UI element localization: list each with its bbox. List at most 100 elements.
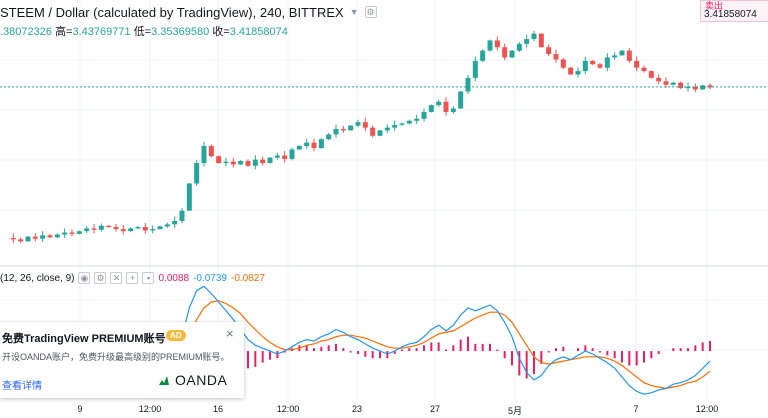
histogram-bar (628, 351, 631, 366)
ad-details-link[interactable]: 查看详情 (2, 381, 42, 392)
histogram-bar (657, 351, 660, 354)
time-axis-label: 12:00 (138, 404, 162, 414)
more-icon[interactable]: ▪ (142, 272, 155, 284)
candle-body (311, 142, 317, 149)
candle-body (487, 40, 493, 51)
histogram-bar (393, 351, 396, 354)
candle-body (678, 82, 684, 89)
candle-body (157, 226, 163, 230)
candle-body (568, 67, 574, 75)
time-axis-label: 5月 (507, 406, 523, 416)
candle-body (597, 64, 603, 68)
histogram-bar (283, 351, 286, 353)
candle-body (700, 85, 706, 90)
oanda-logo[interactable]: OANDA (157, 372, 227, 388)
histogram-bar (503, 351, 506, 359)
candle-body (106, 225, 112, 228)
candle-body (208, 146, 214, 157)
candle-body (18, 239, 24, 242)
histogram-value: 0.0088 (158, 272, 190, 284)
close-label: 收= (212, 26, 230, 38)
candle-body (98, 225, 104, 230)
ohlc-legend: .38072326 高=3.43769771 低=3.35369580 收=3.… (0, 23, 288, 39)
candle-body (428, 105, 434, 112)
candle-body (355, 122, 361, 126)
chevron-down-icon[interactable]: ▼ (349, 7, 359, 17)
candle-body (612, 55, 618, 58)
chart-legend-title[interactable]: STEEM / Dollar (calculated by TradingVie… (0, 4, 377, 20)
histogram-bar (415, 348, 418, 352)
candle-body (252, 159, 258, 166)
settings-icon[interactable]: ⚙ (364, 6, 377, 18)
candle-body (685, 86, 691, 89)
histogram-bar (371, 351, 374, 359)
candle-body (450, 108, 456, 112)
candle-body (656, 77, 662, 82)
candle-body (670, 82, 676, 85)
candle-body (553, 54, 559, 60)
candle-body (47, 235, 53, 238)
histogram-bar (276, 351, 279, 359)
candle-body (399, 123, 405, 125)
candle-body (274, 155, 280, 158)
histogram-bar (489, 343, 491, 352)
candle-body (333, 128, 339, 135)
histogram-bar (342, 348, 345, 352)
sell-label: 卖出 (705, 1, 724, 11)
candle-body (590, 60, 596, 65)
candle-body (201, 146, 207, 164)
histogram-bar (364, 351, 367, 357)
candle-body (641, 67, 647, 72)
histogram-bar (379, 351, 381, 359)
candle-body (230, 161, 236, 165)
histogram-bar (562, 346, 565, 352)
histogram-bar (459, 339, 462, 352)
histogram-bar (423, 345, 425, 352)
ad-close-button[interactable]: × (226, 326, 234, 341)
candle-body (443, 101, 449, 112)
sell-price-box[interactable]: 卖出 3.41858074 (700, 0, 768, 22)
histogram-bar (357, 351, 359, 354)
candle-body (377, 130, 383, 136)
candle-body (120, 229, 126, 232)
ad-body: 开设OANDA账户，免费升级最高级别的PREMIUM账号。 (2, 352, 230, 362)
candle-body (32, 236, 38, 239)
histogram-bar (305, 345, 308, 352)
close-icon[interactable]: ✕ (110, 272, 123, 284)
histogram-bar (269, 351, 271, 360)
candle-body (282, 155, 288, 159)
histogram-bar (445, 349, 447, 352)
histogram-bar (474, 343, 477, 352)
macd-legend[interactable]: (12, 26, close, 9) ◉ ⚙ ✕ + ▪ 0.0088 -0.0… (0, 272, 265, 284)
candle-body (25, 236, 31, 242)
histogram-bar (533, 351, 535, 375)
histogram-bar (679, 348, 682, 352)
gear-icon[interactable]: ⚙ (94, 272, 107, 284)
histogram-bar (481, 343, 484, 352)
eye-icon[interactable]: ◉ (78, 272, 91, 284)
candle-body (84, 228, 90, 232)
high-label: 高= (55, 26, 73, 38)
histogram-bar (635, 351, 638, 366)
candle-body (142, 227, 148, 231)
histogram-bar (261, 351, 264, 363)
candle-body (194, 163, 200, 184)
candle-body (663, 81, 669, 85)
histogram-bar (540, 351, 543, 365)
candle-body (480, 50, 486, 61)
histogram-bar (591, 348, 594, 352)
candle-body (289, 149, 295, 159)
histogram-bar (701, 342, 704, 352)
histogram-bar (349, 351, 352, 353)
plus-icon[interactable]: + (126, 272, 139, 284)
candle-body (216, 156, 222, 164)
time-axis-label: 16 (212, 404, 224, 414)
ad-card[interactable]: 免费TradingView PREMIUM账号 AD × 开设OANDA账户，免… (0, 322, 244, 398)
histogram-bar (437, 342, 440, 352)
candle-body (560, 59, 566, 68)
candle-body (62, 232, 68, 235)
macd-params: (12, 26, close, 9) (0, 272, 75, 284)
histogram-bar (621, 351, 623, 363)
low-value: 3.35369580 (151, 26, 210, 38)
ad-badge: AD (166, 330, 186, 341)
